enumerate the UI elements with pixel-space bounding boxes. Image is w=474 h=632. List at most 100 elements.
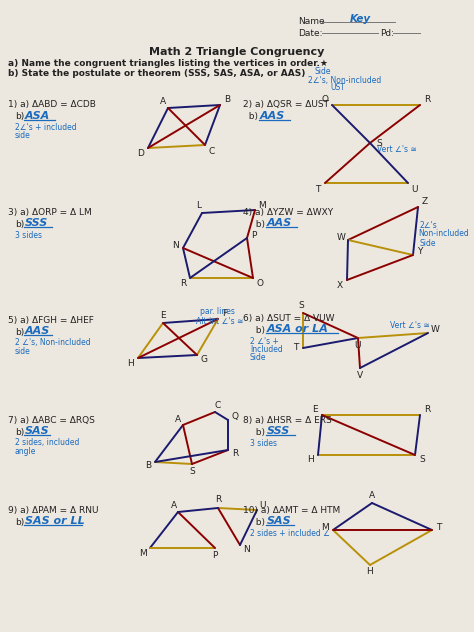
Text: 4) a) ΔYZW = ΔWXY: 4) a) ΔYZW = ΔWXY — [243, 207, 333, 217]
Text: 2∠'s: 2∠'s — [420, 221, 438, 229]
Text: P: P — [251, 231, 257, 240]
Text: E: E — [160, 312, 166, 320]
Text: b): b) — [250, 518, 265, 526]
Text: b): b) — [15, 427, 24, 437]
Text: V: V — [357, 370, 363, 379]
Text: X: X — [337, 281, 343, 289]
Text: N: N — [244, 545, 250, 554]
Text: R: R — [232, 449, 238, 458]
Text: Non-included: Non-included — [418, 229, 469, 238]
Text: side: side — [15, 346, 31, 355]
Text: Side: Side — [315, 68, 331, 76]
Text: 6) a) ΔSUT = Δ VUW: 6) a) ΔSUT = Δ VUW — [243, 313, 335, 322]
Text: 3 sides: 3 sides — [15, 231, 42, 240]
Text: b): b) — [250, 325, 265, 334]
Text: Y: Y — [417, 248, 423, 257]
Text: angle: angle — [15, 446, 36, 456]
Text: 8) a) ΔHSR = Δ ERS: 8) a) ΔHSR = Δ ERS — [243, 415, 332, 425]
Text: F: F — [222, 310, 228, 319]
Text: SSS: SSS — [25, 218, 48, 228]
Text: Z: Z — [422, 197, 428, 205]
Text: M: M — [258, 200, 266, 209]
Text: b): b) — [250, 219, 265, 229]
Text: 3 sides: 3 sides — [250, 439, 277, 447]
Text: R: R — [215, 495, 221, 504]
Text: 10) a) ΔAMT = Δ HTM: 10) a) ΔAMT = Δ HTM — [243, 506, 340, 514]
Text: S: S — [419, 456, 425, 465]
Text: T: T — [293, 344, 299, 353]
Text: B: B — [145, 461, 151, 470]
Text: Math 2 Triangle Congruency: Math 2 Triangle Congruency — [149, 47, 325, 57]
Text: W: W — [430, 325, 439, 334]
Text: R: R — [424, 95, 430, 104]
Text: A: A — [175, 415, 181, 423]
Text: 2 ∠'s, Non-included: 2 ∠'s, Non-included — [15, 339, 91, 348]
Text: side: side — [15, 131, 31, 140]
Text: SAS or LL: SAS or LL — [25, 516, 85, 526]
Text: O: O — [321, 95, 328, 104]
Text: b): b) — [15, 112, 24, 121]
Text: 2∠'s, Non-included: 2∠'s, Non-included — [308, 75, 381, 85]
Text: S: S — [376, 138, 382, 147]
Text: AAS: AAS — [267, 218, 292, 228]
Text: 5) a) ΔFGH = ΔHEF: 5) a) ΔFGH = ΔHEF — [8, 315, 94, 324]
Text: G: G — [201, 355, 208, 365]
Text: 2 ∠'s +: 2 ∠'s + — [250, 336, 279, 346]
Text: 2∠'s + included: 2∠'s + included — [15, 123, 77, 133]
Text: Q: Q — [231, 413, 238, 422]
Text: A: A — [171, 501, 177, 509]
Text: SAS: SAS — [267, 516, 292, 526]
Text: 2) a) ΔQSR = ΔUST: 2) a) ΔQSR = ΔUST — [243, 100, 329, 109]
Text: Included: Included — [250, 344, 283, 353]
Text: b): b) — [15, 327, 24, 336]
Text: H: H — [366, 568, 374, 576]
Text: H: H — [308, 456, 314, 465]
Text: Vert ∠'s ≅: Vert ∠'s ≅ — [377, 145, 417, 154]
Text: M: M — [139, 549, 147, 557]
Text: a) Name the congruent triangles listing the vertices in order.★: a) Name the congruent triangles listing … — [8, 59, 328, 68]
Text: ASA or LA: ASA or LA — [267, 324, 329, 334]
Text: 7) a) ΔABC = ΔRQS: 7) a) ΔABC = ΔRQS — [8, 415, 95, 425]
Text: ASA: ASA — [25, 111, 50, 121]
Text: b): b) — [15, 219, 24, 229]
Text: Side: Side — [420, 238, 437, 248]
Text: U: U — [260, 501, 266, 509]
Text: AAS: AAS — [25, 326, 50, 336]
Text: S: S — [298, 300, 304, 310]
Text: 2 sides, included: 2 sides, included — [15, 439, 79, 447]
Text: par. lines: par. lines — [200, 308, 235, 317]
Text: N: N — [173, 241, 179, 250]
Text: B: B — [224, 95, 230, 104]
Text: H: H — [128, 358, 134, 367]
Text: C: C — [209, 147, 215, 155]
Text: E: E — [312, 406, 318, 415]
Text: S: S — [189, 466, 195, 475]
Text: Key: Key — [350, 14, 371, 24]
Text: U: U — [355, 341, 361, 351]
Text: T: T — [436, 523, 442, 532]
Text: Name: Name — [298, 18, 325, 27]
Text: A: A — [160, 97, 166, 107]
Text: D: D — [137, 150, 145, 159]
Text: Side: Side — [250, 353, 266, 362]
Text: UST: UST — [330, 83, 345, 92]
Text: AAS: AAS — [260, 111, 285, 121]
Text: 2 sides + included ∠: 2 sides + included ∠ — [250, 528, 330, 537]
Text: Date:: Date: — [298, 28, 322, 37]
Text: M: M — [321, 523, 329, 532]
Text: b): b) — [250, 427, 265, 437]
Text: 3) a) ΔORP = Δ LM: 3) a) ΔORP = Δ LM — [8, 207, 92, 217]
Text: Vert ∠'s ≅: Vert ∠'s ≅ — [390, 320, 430, 329]
Text: O: O — [256, 279, 264, 288]
Text: R: R — [180, 279, 186, 288]
Text: SSS: SSS — [267, 426, 290, 436]
Text: C: C — [215, 401, 221, 410]
Text: 9) a) ΔPAM = Δ RNU: 9) a) ΔPAM = Δ RNU — [8, 506, 99, 514]
Text: Alt int ∠'s ≅: Alt int ∠'s ≅ — [196, 317, 243, 325]
Text: b) State the postulate or theorem (SSS, SAS, ASA, or AAS): b) State the postulate or theorem (SSS, … — [8, 68, 305, 78]
Text: b): b) — [243, 112, 258, 121]
Text: SAS: SAS — [25, 426, 50, 436]
Text: 1) a) ΔABD = ΔCDB: 1) a) ΔABD = ΔCDB — [8, 100, 96, 109]
Text: Pd:: Pd: — [380, 28, 394, 37]
Text: T: T — [315, 185, 321, 193]
